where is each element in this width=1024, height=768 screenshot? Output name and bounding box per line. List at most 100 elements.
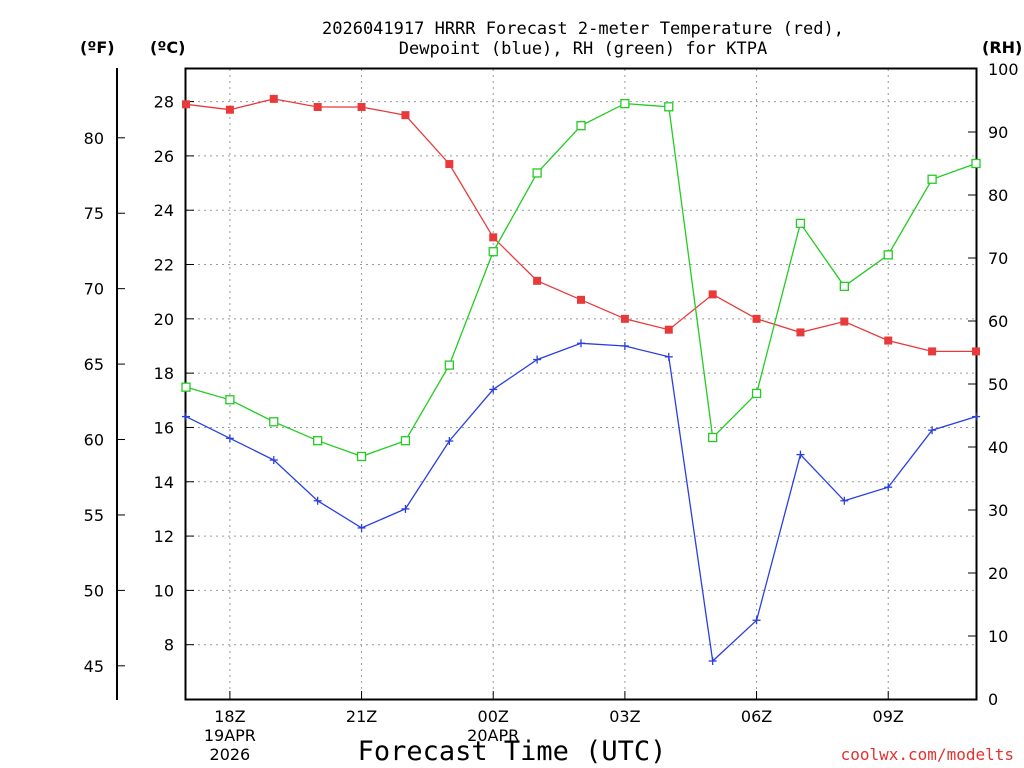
rh-tick-label: 70: [988, 249, 1008, 268]
temperature-point: [182, 100, 190, 109]
rh-point: [839, 281, 849, 292]
rh-point: [225, 395, 235, 405]
c-tick-label: 22: [154, 256, 174, 275]
credit-text: coolwx.com/modelts: [841, 745, 1014, 764]
temperature-point: [708, 290, 717, 299]
rh-tick-label: 90: [988, 123, 1008, 142]
rh-tick-label: 60: [988, 312, 1008, 331]
c-tick-label: 28: [154, 93, 174, 112]
c-tick-label: 14: [154, 473, 174, 492]
dewpoint-point: [752, 616, 761, 625]
temperature-point: [577, 295, 585, 304]
rh-point: [400, 436, 411, 446]
temperature-point: [401, 111, 410, 120]
rh-point: [444, 360, 454, 370]
dewpoint-point: [884, 483, 893, 492]
series-lines: [181, 94, 981, 665]
dewpoint-point: [664, 352, 673, 361]
dewpoint-point: [533, 355, 542, 364]
rh-point: [620, 99, 630, 109]
rh-tick-label: 40: [988, 438, 1008, 457]
dewpoint-point: [401, 504, 410, 513]
rh-line: [185, 102, 977, 458]
x-tick-label: 03Z: [609, 707, 640, 726]
rh-point: [313, 436, 323, 446]
temperature-point: [620, 314, 629, 323]
temperature-point: [225, 105, 234, 114]
temperature-point: [313, 103, 322, 112]
dewpoint-point: [445, 437, 454, 446]
temperature-point: [489, 233, 498, 242]
rh-point: [971, 158, 981, 169]
f-tick-label: 70: [84, 280, 104, 299]
f-tick-label: 60: [84, 431, 104, 450]
temperature-point: [445, 160, 454, 169]
rh-tick-label: 10: [988, 627, 1008, 646]
temperature-point: [840, 317, 849, 326]
x-tick-label: 18Z: [214, 707, 245, 726]
rh-point: [576, 121, 586, 131]
dewpoint-point: [489, 385, 498, 394]
f-tick-label: 55: [84, 506, 104, 525]
f-tick-label: 80: [84, 129, 104, 148]
temperature-point: [884, 336, 893, 345]
rh-point: [883, 250, 893, 260]
c-tick-label: 8: [164, 636, 174, 655]
plot-frame: [184, 67, 978, 701]
c-tick-label: 16: [154, 418, 174, 437]
f-tick-label: 75: [84, 204, 104, 223]
dewpoint-point: [840, 496, 849, 505]
c-tick-label: 18: [154, 364, 174, 383]
rh-tick-label: 20: [988, 564, 1008, 583]
temperature-point: [533, 276, 542, 285]
dewpoint-point: [620, 341, 629, 350]
temperature-point: [269, 94, 278, 103]
dewpoint-point: [225, 434, 234, 443]
c-tick-label: 12: [154, 527, 174, 546]
c-tick-label: 10: [154, 581, 174, 600]
celsius-unit-label: (ºC): [150, 38, 185, 57]
dewpoint-point: [577, 339, 585, 348]
rh-unit-label: (RH): [982, 38, 1022, 57]
rh-point: [708, 432, 718, 443]
temperature-point: [664, 325, 673, 334]
temperature-line: [185, 98, 976, 353]
temperature-point: [796, 328, 805, 337]
temperature-point: [357, 103, 366, 112]
fahrenheit-unit-label: (ºF): [80, 38, 115, 57]
f-tick-label: 65: [84, 355, 104, 374]
rh-point: [488, 247, 498, 257]
rh-tick-label: 100: [988, 60, 1019, 79]
dewpoint-line: [185, 342, 977, 663]
rh-point: [269, 417, 279, 427]
dewpoint-point: [357, 523, 366, 532]
chart-title-line2: Dewpoint (blue), RH (green) for KTPA: [399, 39, 767, 59]
temperature-point: [752, 314, 761, 323]
temperature-point: [972, 347, 980, 356]
dewpoint-point: [972, 412, 980, 421]
rh-point: [795, 218, 806, 229]
c-tick-label: 20: [154, 310, 174, 329]
x-tick-label: 20APR: [467, 726, 519, 745]
x-tick-label: 06Z: [741, 707, 772, 726]
f-tick-label: 45: [84, 657, 104, 676]
rh-point: [664, 102, 674, 112]
rh-point: [751, 388, 762, 399]
rh-point: [356, 451, 367, 462]
rh-tick-label: 0: [988, 690, 998, 709]
rh-point: [532, 168, 542, 178]
rh-point: [181, 382, 191, 392]
x-tick-label: 00Z: [478, 707, 509, 726]
rh-tick-label: 80: [988, 186, 1008, 205]
grid-lines: [186, 69, 976, 699]
x-tick-label: 19APR: [204, 726, 256, 745]
c-tick-label: 26: [154, 147, 174, 166]
dewpoint-point: [182, 412, 190, 421]
temperature-point: [928, 347, 937, 356]
f-tick-label: 50: [84, 581, 104, 600]
dewpoint-point: [708, 656, 717, 665]
x-tick-label: 21Z: [346, 707, 377, 726]
dewpoint-point: [269, 456, 278, 465]
